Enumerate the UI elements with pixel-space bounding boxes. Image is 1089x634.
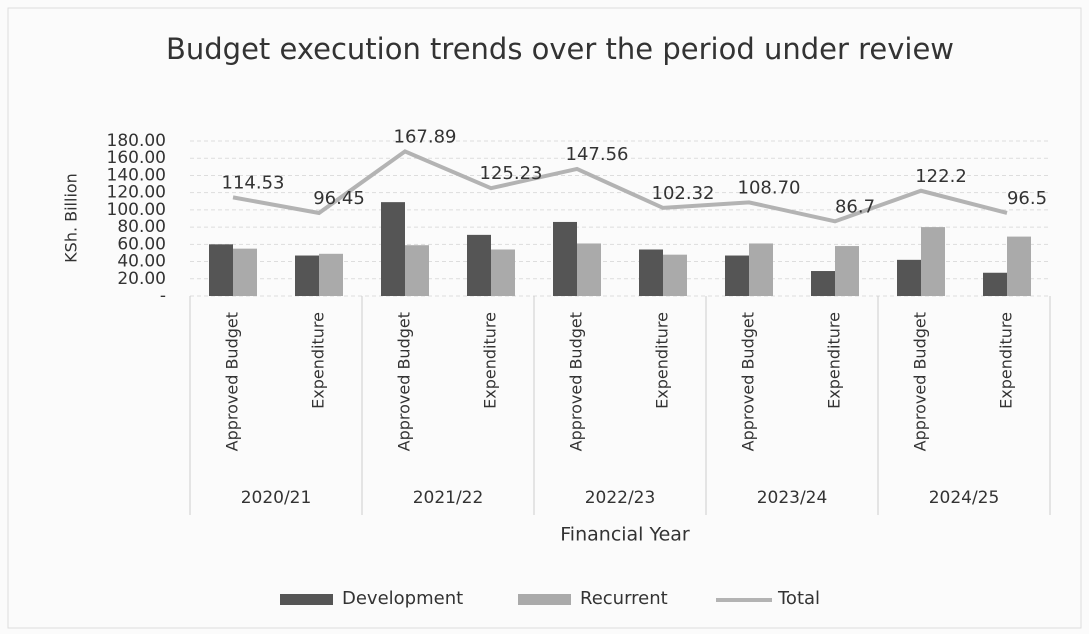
- bar: [983, 272, 1007, 296]
- x-tick-label: Approved Budget: [739, 312, 758, 451]
- y-tick-label: 20.00: [117, 269, 166, 289]
- legend-label: Development: [342, 588, 463, 609]
- bar: [233, 248, 257, 296]
- y-tick-label: 40.00: [117, 252, 166, 272]
- group-label: 2021/22: [413, 488, 484, 508]
- bar: [467, 234, 491, 296]
- bar: [491, 249, 515, 296]
- data-label: 96.45: [313, 188, 365, 209]
- y-tick-label: 140.00: [107, 165, 166, 185]
- group-label: 2024/25: [929, 488, 1000, 508]
- x-tick-label: Approved Budget: [395, 312, 414, 451]
- legend-swatch: [518, 594, 571, 605]
- bar: [639, 249, 663, 296]
- data-label: 147.56: [566, 144, 629, 165]
- bar: [835, 246, 859, 296]
- bar: [319, 253, 343, 296]
- legend-swatch: [280, 594, 333, 605]
- bar: [381, 202, 405, 296]
- x-tick-label: Approved Budget: [223, 312, 242, 451]
- chart-title: Budget execution trends over the period …: [165, 32, 955, 66]
- bar: [897, 259, 921, 296]
- x-tick-label: Expenditure: [997, 312, 1016, 409]
- x-tick-label: Approved Budget: [567, 312, 586, 451]
- data-label: 102.32: [652, 183, 715, 204]
- x-tick-label: Expenditure: [825, 312, 844, 409]
- y-tick-label: 160.00: [107, 148, 166, 168]
- group-label: 2020/21: [241, 488, 312, 508]
- group-label: 2022/23: [585, 488, 656, 508]
- y-tick-label: 120.00: [107, 183, 166, 203]
- y-tick-label: 100.00: [107, 200, 166, 220]
- data-label: 108.70: [738, 177, 801, 198]
- bar: [553, 221, 577, 296]
- bar: [405, 245, 429, 296]
- bar: [209, 244, 233, 296]
- x-tick-label: Expenditure: [481, 312, 500, 409]
- x-tick-label: Expenditure: [309, 312, 328, 409]
- data-label: 96.5: [1007, 188, 1047, 209]
- y-tick-label: 180.00: [107, 131, 166, 151]
- x-tick-label: Approved Budget: [911, 312, 930, 451]
- data-label: 167.89: [394, 126, 457, 147]
- data-label: 114.53: [222, 172, 285, 193]
- x-axis-title: Financial Year: [560, 524, 690, 546]
- bar: [577, 243, 601, 296]
- data-label: 125.23: [480, 163, 543, 184]
- data-label: 122.2: [915, 166, 967, 187]
- bar: [749, 243, 773, 296]
- bar: [663, 254, 687, 296]
- y-tick-label: 60.00: [117, 234, 166, 254]
- line: [232, 149, 1008, 224]
- group-label: 2023/24: [757, 488, 828, 508]
- legend-label: Total: [777, 588, 820, 609]
- data-label: 86.7: [835, 196, 875, 217]
- y-tick-label: 80.00: [117, 217, 166, 237]
- bar: [921, 227, 945, 296]
- legend-label: Recurrent: [580, 588, 668, 609]
- bar: [725, 255, 749, 296]
- y-axis-title: KSh. Billion: [62, 173, 81, 263]
- bar: [295, 255, 319, 296]
- bar: [1007, 236, 1031, 296]
- bar: [811, 271, 835, 296]
- y-tick-label: -: [160, 286, 166, 306]
- chart-border: [7, 7, 1082, 629]
- x-tick-label: Expenditure: [653, 312, 672, 409]
